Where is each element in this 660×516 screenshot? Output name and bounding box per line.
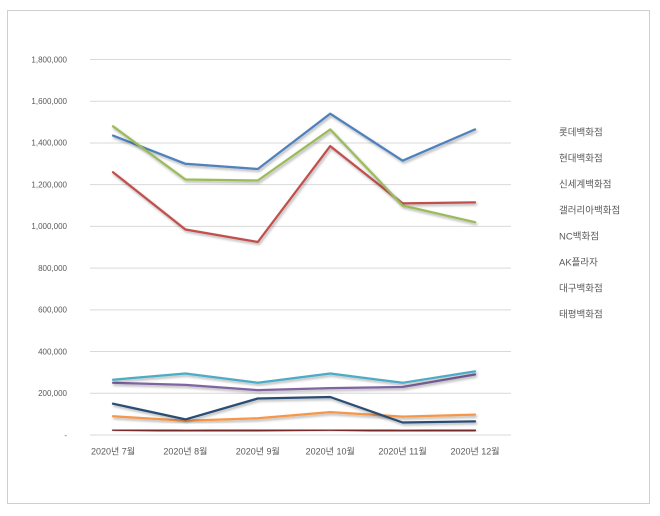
legend-label: AK플라자 bbox=[559, 257, 598, 268]
y-axis-label: 400,000 bbox=[38, 347, 67, 356]
y-axis-labels: - 200,000 400,000 600,000 800,000 1,000,000 1,… bbox=[31, 55, 67, 440]
legend-item: 롯데백화점 bbox=[536, 126, 603, 138]
series-line bbox=[111, 395, 477, 424]
legend-label: 태평백화점 bbox=[559, 308, 603, 320]
chart-frame bbox=[7, 10, 650, 504]
y-axis-label: 1,000,000 bbox=[31, 222, 67, 231]
legend-label: 현대백화점 bbox=[559, 152, 603, 164]
y-axis-label: 1,800,000 bbox=[31, 55, 67, 64]
legend-item: 현대백화점 bbox=[536, 152, 603, 164]
x-axis-label: 2020년 8월 bbox=[163, 446, 207, 457]
y-axis-label: 1,200,000 bbox=[31, 180, 67, 189]
legend-label: NC백화점 bbox=[559, 230, 599, 242]
x-axis-label: 2020년 11월 bbox=[378, 446, 426, 457]
series-lines bbox=[111, 112, 477, 432]
legend-label: 갤러리아백화점 bbox=[559, 204, 620, 216]
y-axis-label: 1,600,000 bbox=[31, 97, 67, 106]
x-axis-label: 2020년 7월 bbox=[91, 446, 135, 457]
legend-item: 신세계백화점 bbox=[536, 178, 611, 190]
x-axis-label: 2020년 10월 bbox=[306, 446, 355, 457]
legend-item: 대구백화점 bbox=[536, 282, 603, 294]
series-line bbox=[111, 125, 477, 224]
legend-label: 대구백화점 bbox=[559, 282, 603, 294]
series-line bbox=[111, 428, 477, 432]
legend-item: 태평백화점 bbox=[536, 308, 603, 320]
series-line bbox=[111, 144, 477, 244]
y-axis-label: - bbox=[64, 431, 67, 440]
series-line bbox=[111, 373, 477, 392]
series-line bbox=[111, 112, 477, 171]
gridlines bbox=[90, 59, 511, 436]
legend-item: AK플라자 bbox=[536, 257, 598, 268]
legend-label: 신세계백화점 bbox=[559, 178, 611, 190]
legend-item: NC백화점 bbox=[536, 230, 599, 242]
x-axis-label: 2020년 9월 bbox=[236, 446, 280, 457]
y-axis-label: 800,000 bbox=[38, 264, 67, 273]
legend-item: 갤러리아백화점 bbox=[536, 204, 620, 216]
y-axis-label: 600,000 bbox=[38, 306, 67, 315]
series-line bbox=[111, 410, 477, 422]
x-axis-label: 2020년 12월 bbox=[450, 446, 499, 457]
x-axis-labels: 2020년 7월 2020년 8월 2020년 9월 2020년 10월 2020년 1… bbox=[91, 446, 500, 457]
series-line bbox=[111, 370, 477, 384]
y-axis-label: 200,000 bbox=[38, 389, 67, 398]
legend-label: 롯데백화점 bbox=[559, 126, 603, 138]
y-axis-label: 1,400,000 bbox=[31, 139, 67, 148]
